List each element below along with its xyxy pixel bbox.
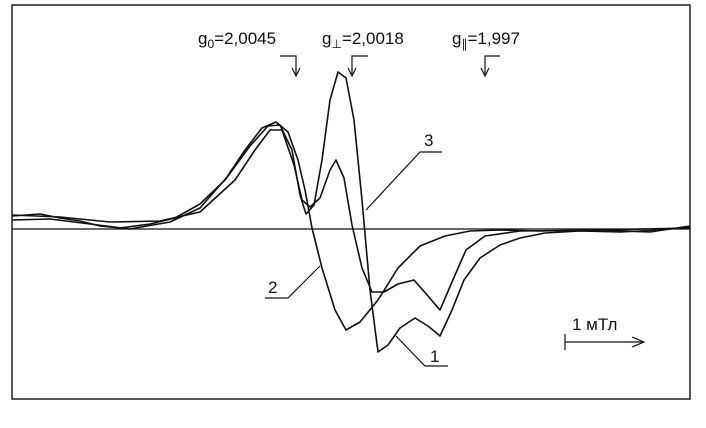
leader [365, 151, 442, 211]
curve-label: 3 [424, 131, 433, 150]
g-marker [347, 55, 368, 78]
curve-label: 1 [430, 347, 439, 366]
curve-1 [11, 71, 691, 353]
g-marker [480, 55, 500, 78]
scale-arrow [564, 334, 646, 350]
curve-label: 2 [268, 278, 277, 297]
g-label: g0=2,0045 [198, 29, 276, 51]
leader [395, 335, 448, 367]
g-label: g∥=1,997 [452, 29, 520, 51]
g-marker [280, 55, 301, 78]
g-label: g⊥=2,0018 [322, 29, 404, 51]
curve-3 [11, 129, 691, 311]
scale-label: 1 мТл [572, 315, 617, 334]
leader [265, 265, 321, 299]
curve-2 [11, 121, 691, 331]
frame [11, 4, 691, 400]
